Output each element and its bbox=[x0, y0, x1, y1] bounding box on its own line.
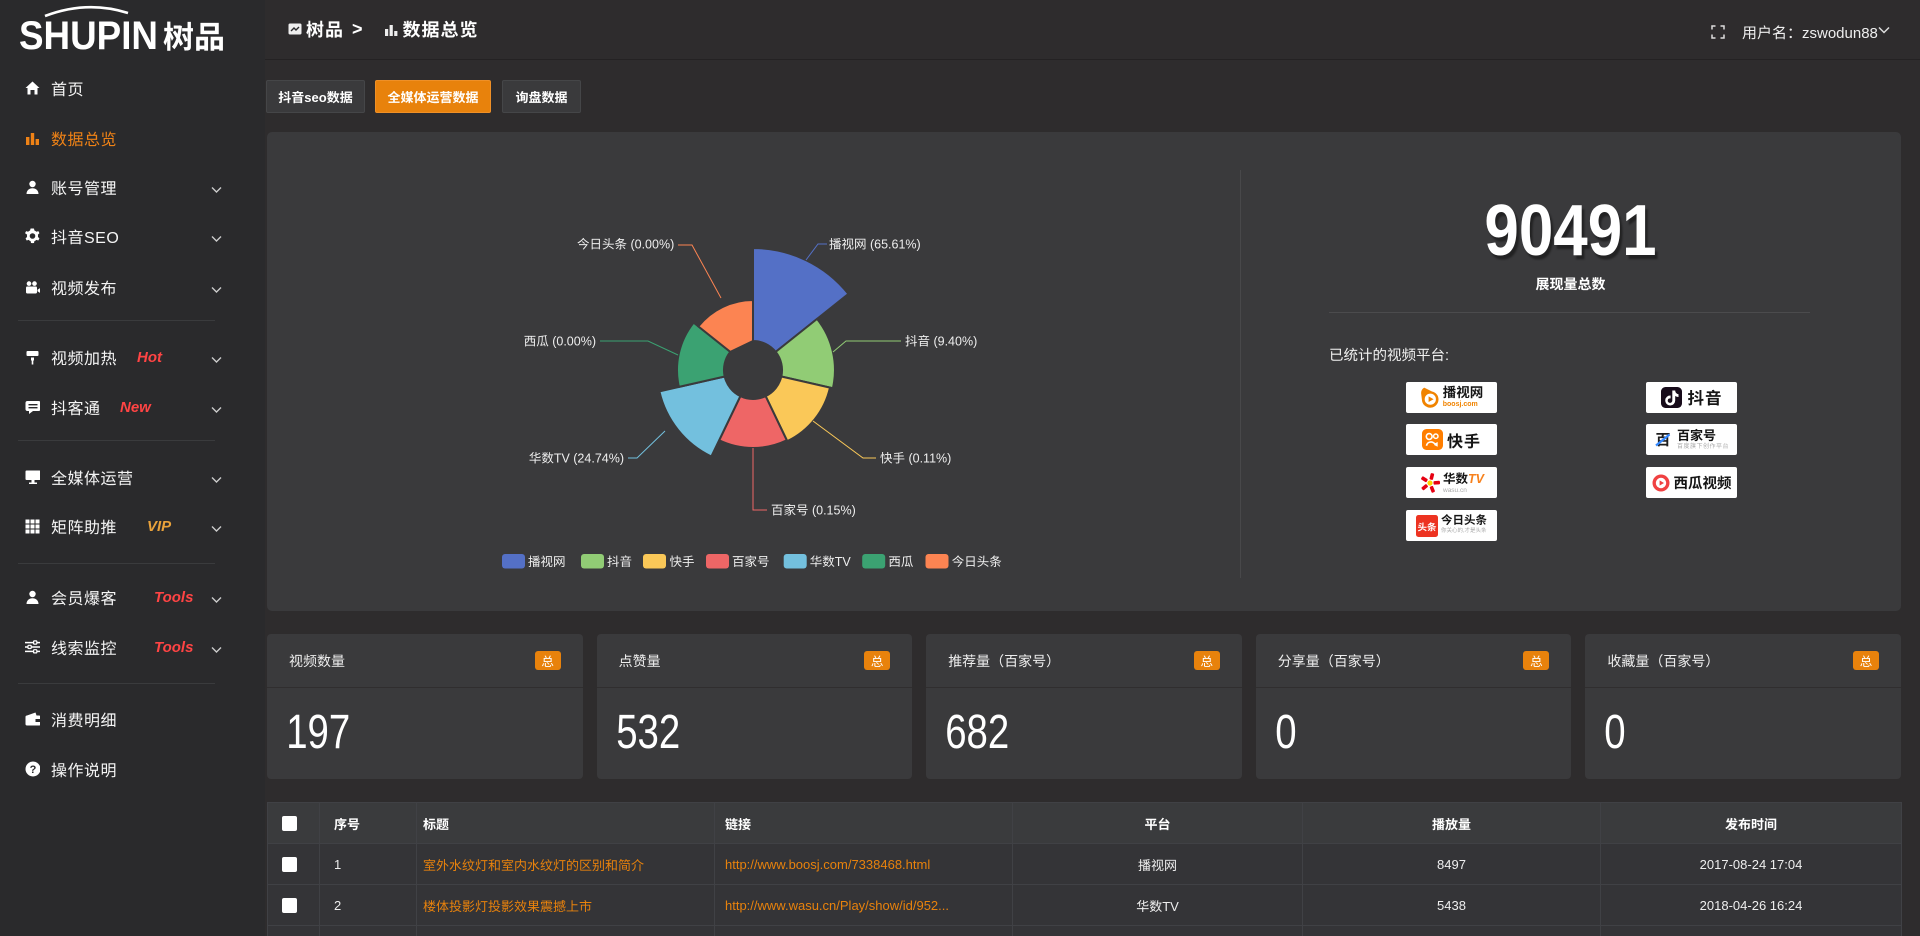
svg-text:百家号: 百家号 bbox=[732, 555, 770, 569]
svg-text:今日头条: 今日头条 bbox=[952, 555, 1003, 569]
svg-text:抖音: 抖音 bbox=[607, 555, 632, 569]
svg-text:?: ? bbox=[30, 764, 37, 776]
svg-text:西瓜: 西瓜 bbox=[888, 555, 914, 569]
svg-text:树品: 树品 bbox=[163, 20, 225, 55]
svg-text:播视网: 播视网 bbox=[528, 555, 566, 569]
svg-text:SHUPIN: SHUPIN bbox=[19, 14, 158, 58]
svg-text:抖音 (9.40%): 抖音 (9.40%) bbox=[905, 335, 977, 349]
svg-text:快手 (0.11%): 快手 (0.11%) bbox=[880, 452, 951, 466]
svg-text:华数TV: 华数TV bbox=[810, 555, 852, 569]
svg-text:今日头条 (0.00%): 今日头条 (0.00%) bbox=[577, 238, 674, 252]
svg-text:头条: 头条 bbox=[1417, 521, 1437, 533]
svg-text:西瓜 (0.00%): 西瓜 (0.00%) bbox=[524, 335, 596, 349]
svg-text:播视网 (65.61%): 播视网 (65.61%) bbox=[829, 238, 921, 252]
svg-text:华数TV (24.74%): 华数TV (24.74%) bbox=[529, 452, 624, 466]
svg-text:快手: 快手 bbox=[670, 555, 695, 569]
svg-text:百家号 (0.15%): 百家号 (0.15%) bbox=[771, 504, 856, 518]
